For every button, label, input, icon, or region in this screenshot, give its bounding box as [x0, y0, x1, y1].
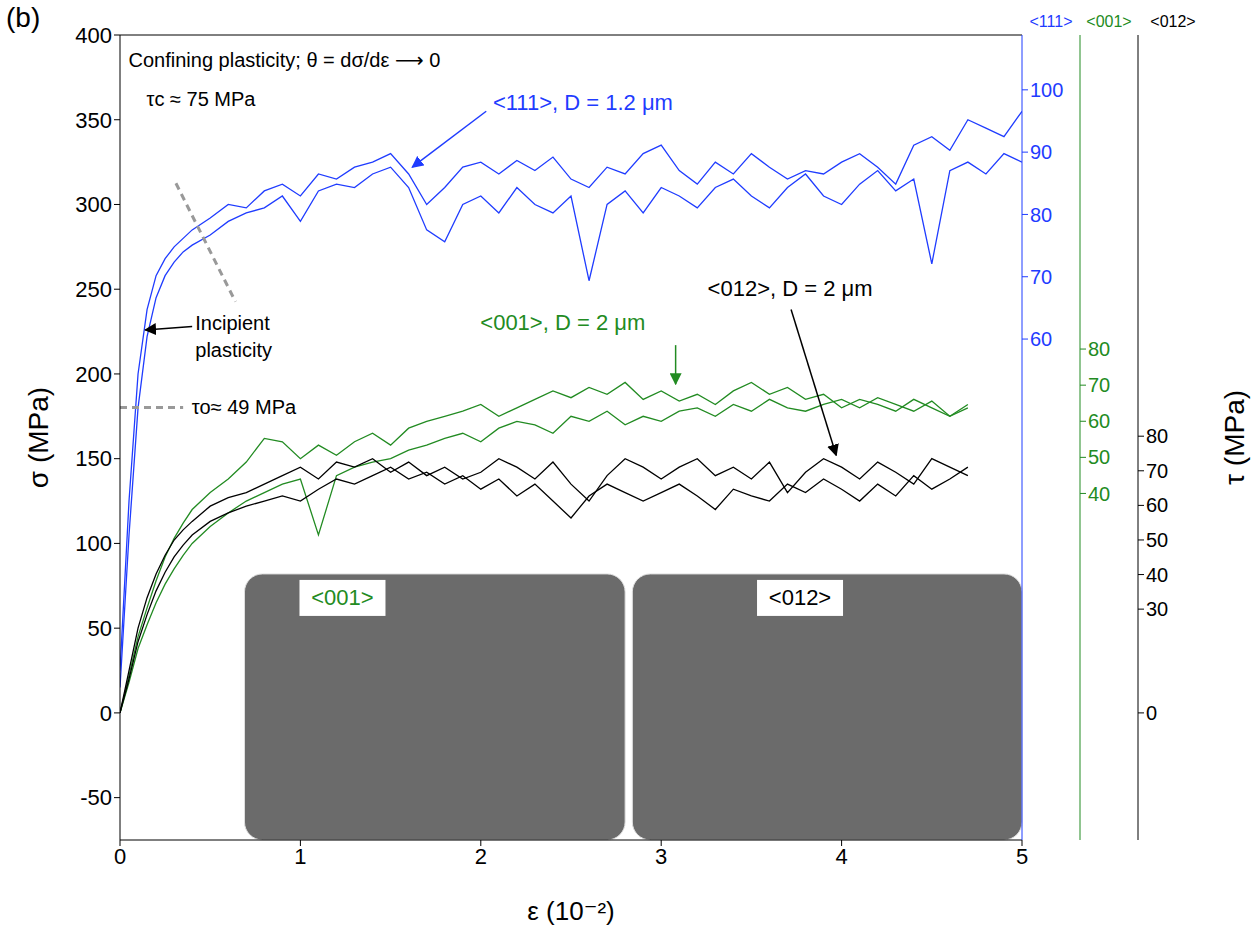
svg-text:5: 5 [1016, 844, 1028, 869]
svg-text:60: 60 [1030, 328, 1052, 350]
svg-text:4: 4 [835, 844, 847, 869]
svg-text:<001>, D = 2 μm: <001>, D = 2 μm [480, 310, 645, 335]
svg-text:<012>, D = 2 μm: <012>, D = 2 μm [708, 276, 873, 301]
svg-text:50: 50 [88, 616, 112, 641]
html-text:(b): (b) [6, 2, 41, 33]
svg-text:2: 2 [475, 844, 487, 869]
svg-text:100: 100 [75, 531, 112, 556]
svg-text:80: 80 [1088, 338, 1110, 360]
svg-text:<111>: <111> [1029, 13, 1072, 30]
svg-text:τ (MPa): τ (MPa) [1219, 390, 1250, 485]
svg-text:τo≈ 49 MPa: τo≈ 49 MPa [192, 396, 297, 418]
svg-text:300: 300 [75, 192, 112, 217]
svg-text:<012>: <012> [1150, 13, 1195, 30]
svg-text:1: 1 [294, 844, 306, 869]
svg-text:60: 60 [1146, 494, 1168, 516]
svg-text:100: 100 [1030, 79, 1063, 101]
svg-text:200: 200 [75, 362, 112, 387]
svg-text:50: 50 [1088, 446, 1110, 468]
svg-text:<001>: <001> [311, 585, 373, 610]
svg-text:0: 0 [1146, 702, 1157, 724]
svg-text:60: 60 [1088, 410, 1110, 432]
svg-text:30: 30 [1146, 598, 1168, 620]
svg-text:400: 400 [75, 23, 112, 48]
svg-text:<001>: <001> [1086, 13, 1131, 30]
svg-text:<012>: <012> [769, 585, 831, 610]
svg-text:Confining plasticity; θ = dσ/d: Confining plasticity; θ = dσ/dε ⟶ 0 [129, 49, 441, 71]
svg-text:Incipient: Incipient [195, 312, 270, 334]
svg-text:40: 40 [1146, 564, 1168, 586]
svg-text:250: 250 [75, 277, 112, 302]
svg-text:80: 80 [1030, 204, 1052, 226]
svg-text:90: 90 [1030, 141, 1052, 163]
svg-text:50: 50 [1146, 529, 1168, 551]
svg-text:40: 40 [1088, 483, 1110, 505]
svg-text:0: 0 [114, 844, 126, 869]
svg-text:-50: -50 [80, 785, 112, 810]
svg-text:3: 3 [655, 844, 667, 869]
svg-text:350: 350 [75, 108, 112, 133]
svg-text:plasticity: plasticity [195, 339, 272, 361]
svg-text:τc ≈ 75 MPa: τc ≈ 75 MPa [147, 88, 257, 110]
svg-text:70: 70 [1030, 266, 1052, 288]
svg-text:σ (MPa): σ (MPa) [23, 387, 54, 488]
svg-text:<111>, D = 1.2 μm: <111>, D = 1.2 μm [493, 90, 673, 115]
svg-text:70: 70 [1088, 374, 1110, 396]
svg-text:70: 70 [1146, 460, 1168, 482]
svg-text:0: 0 [100, 701, 112, 726]
svg-text:80: 80 [1146, 425, 1168, 447]
svg-text:ε (10⁻²): ε (10⁻²) [527, 896, 614, 926]
svg-text:150: 150 [75, 446, 112, 471]
